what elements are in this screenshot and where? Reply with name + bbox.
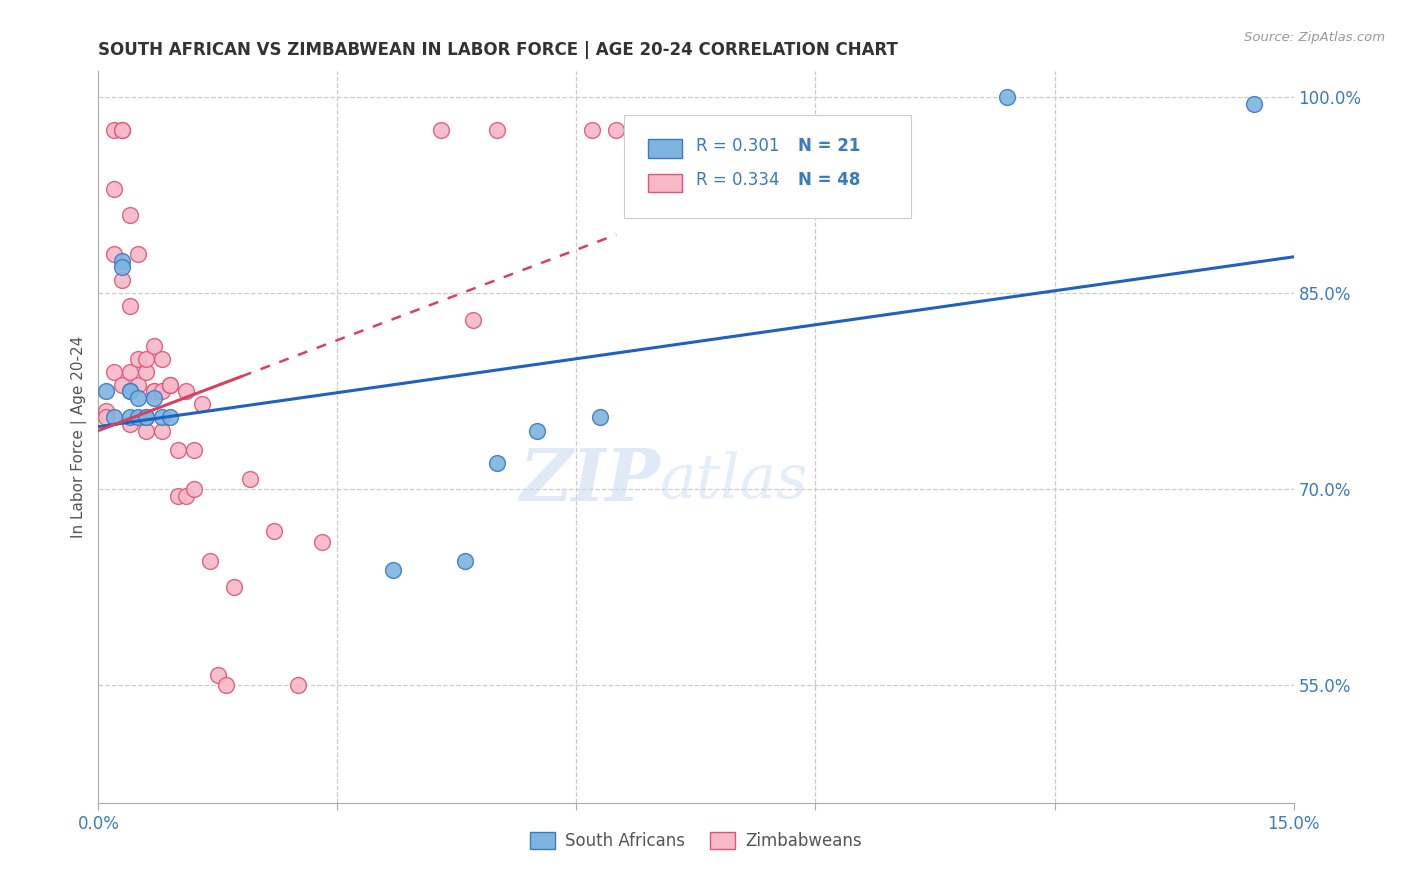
- Point: [150, 424, 173, 438]
- Point: [127, 377, 149, 392]
- Point: [263, 524, 285, 538]
- Point: [207, 667, 229, 681]
- Text: ZIP: ZIP: [519, 445, 661, 516]
- FancyBboxPatch shape: [648, 174, 682, 192]
- Point: [127, 410, 149, 425]
- Point: [581, 123, 603, 137]
- Point: [127, 351, 149, 366]
- Point: [159, 377, 181, 392]
- Point: [485, 123, 508, 137]
- Point: [127, 247, 149, 261]
- Point: [589, 410, 612, 425]
- Point: [135, 410, 157, 425]
- Point: [183, 443, 205, 458]
- Point: [174, 384, 197, 399]
- Point: [120, 417, 142, 431]
- Point: [96, 410, 118, 425]
- Text: Source: ZipAtlas.com: Source: ZipAtlas.com: [1244, 31, 1385, 45]
- Point: [311, 534, 333, 549]
- Point: [287, 678, 309, 692]
- Point: [526, 424, 548, 438]
- Point: [159, 377, 181, 392]
- Point: [111, 253, 134, 268]
- Point: [96, 384, 118, 399]
- Point: [120, 300, 142, 314]
- Point: [135, 410, 157, 425]
- Text: R = 0.301: R = 0.301: [696, 137, 779, 155]
- Point: [382, 563, 405, 577]
- Point: [111, 123, 134, 137]
- Point: [103, 247, 125, 261]
- Point: [174, 489, 197, 503]
- Point: [103, 410, 125, 425]
- Point: [111, 377, 134, 392]
- Point: [167, 443, 190, 458]
- Point: [120, 384, 142, 399]
- Point: [191, 397, 214, 411]
- Point: [222, 580, 245, 594]
- Point: [183, 483, 205, 497]
- Text: N = 48: N = 48: [797, 170, 860, 188]
- Point: [198, 554, 221, 568]
- Point: [143, 339, 166, 353]
- Point: [103, 365, 125, 379]
- Point: [103, 182, 125, 196]
- Point: [485, 456, 508, 470]
- Point: [143, 384, 166, 399]
- Point: [135, 424, 157, 438]
- Point: [995, 90, 1018, 104]
- Point: [150, 410, 173, 425]
- Point: [103, 123, 125, 137]
- Point: [430, 123, 453, 137]
- Point: [150, 384, 173, 399]
- Point: [120, 365, 142, 379]
- Point: [120, 384, 142, 399]
- Point: [143, 391, 166, 405]
- Point: [120, 208, 142, 222]
- Point: [135, 351, 157, 366]
- Point: [127, 391, 149, 405]
- Point: [167, 489, 190, 503]
- FancyBboxPatch shape: [648, 139, 682, 158]
- Text: R = 0.334: R = 0.334: [696, 170, 779, 188]
- Point: [461, 312, 484, 326]
- Legend: South Africans, Zimbabweans: South Africans, Zimbabweans: [523, 825, 869, 856]
- Point: [111, 273, 134, 287]
- Point: [150, 351, 173, 366]
- Point: [454, 554, 477, 568]
- Text: N = 21: N = 21: [797, 137, 860, 155]
- Point: [159, 410, 181, 425]
- Point: [120, 410, 142, 425]
- Point: [215, 678, 238, 692]
- Point: [143, 384, 166, 399]
- Text: SOUTH AFRICAN VS ZIMBABWEAN IN LABOR FORCE | AGE 20-24 CORRELATION CHART: SOUTH AFRICAN VS ZIMBABWEAN IN LABOR FOR…: [98, 41, 898, 59]
- Point: [111, 123, 134, 137]
- Point: [239, 472, 262, 486]
- FancyBboxPatch shape: [624, 115, 911, 218]
- Point: [1243, 97, 1265, 112]
- Point: [111, 260, 134, 275]
- Point: [96, 404, 118, 418]
- Point: [605, 123, 627, 137]
- Y-axis label: In Labor Force | Age 20-24: In Labor Force | Age 20-24: [72, 336, 87, 538]
- Text: atlas: atlas: [661, 451, 808, 511]
- Point: [135, 365, 157, 379]
